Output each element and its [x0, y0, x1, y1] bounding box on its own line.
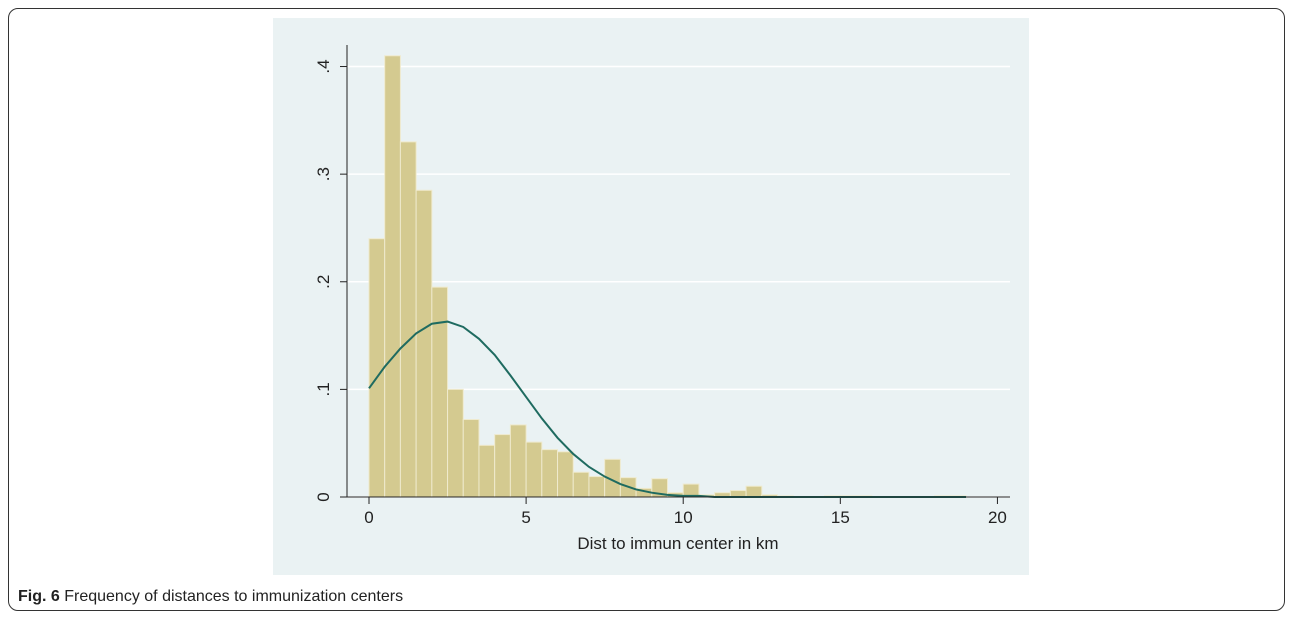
bar: [462, 419, 480, 498]
bar: [431, 286, 449, 498]
x-tick-label: 5: [521, 508, 530, 527]
x-tick-label: 10: [674, 508, 693, 527]
y-tick-label: .3: [314, 167, 333, 181]
x-tick-label: 20: [988, 508, 1007, 527]
caption: Fig. 6 Frequency of distances to immuniz…: [18, 588, 403, 606]
y-tick-label: .1: [314, 382, 333, 396]
bar: [745, 485, 763, 498]
caption-text: Frequency of distances to immunization c…: [64, 588, 404, 605]
bar: [572, 471, 590, 498]
bar: [494, 434, 511, 498]
bar: [399, 141, 417, 498]
bar: [368, 238, 386, 498]
bar: [384, 55, 401, 498]
y-tick-label: 0: [314, 492, 333, 501]
x-tick-label: 0: [364, 508, 373, 527]
x-tick-label: 15: [831, 508, 850, 527]
bar: [588, 476, 606, 498]
bar: [509, 424, 527, 498]
bar: [557, 451, 574, 498]
x-axis-title: Dist to immun center in km: [577, 534, 778, 553]
bar: [525, 441, 543, 498]
figure-frame: [8, 8, 1285, 611]
bar: [447, 388, 464, 498]
y-tick-label: .4: [314, 59, 333, 73]
bar: [478, 444, 496, 498]
bar: [415, 189, 433, 498]
bar: [541, 449, 559, 498]
caption-label: Fig. 6: [18, 588, 60, 605]
y-tick-label: .2: [314, 275, 333, 289]
